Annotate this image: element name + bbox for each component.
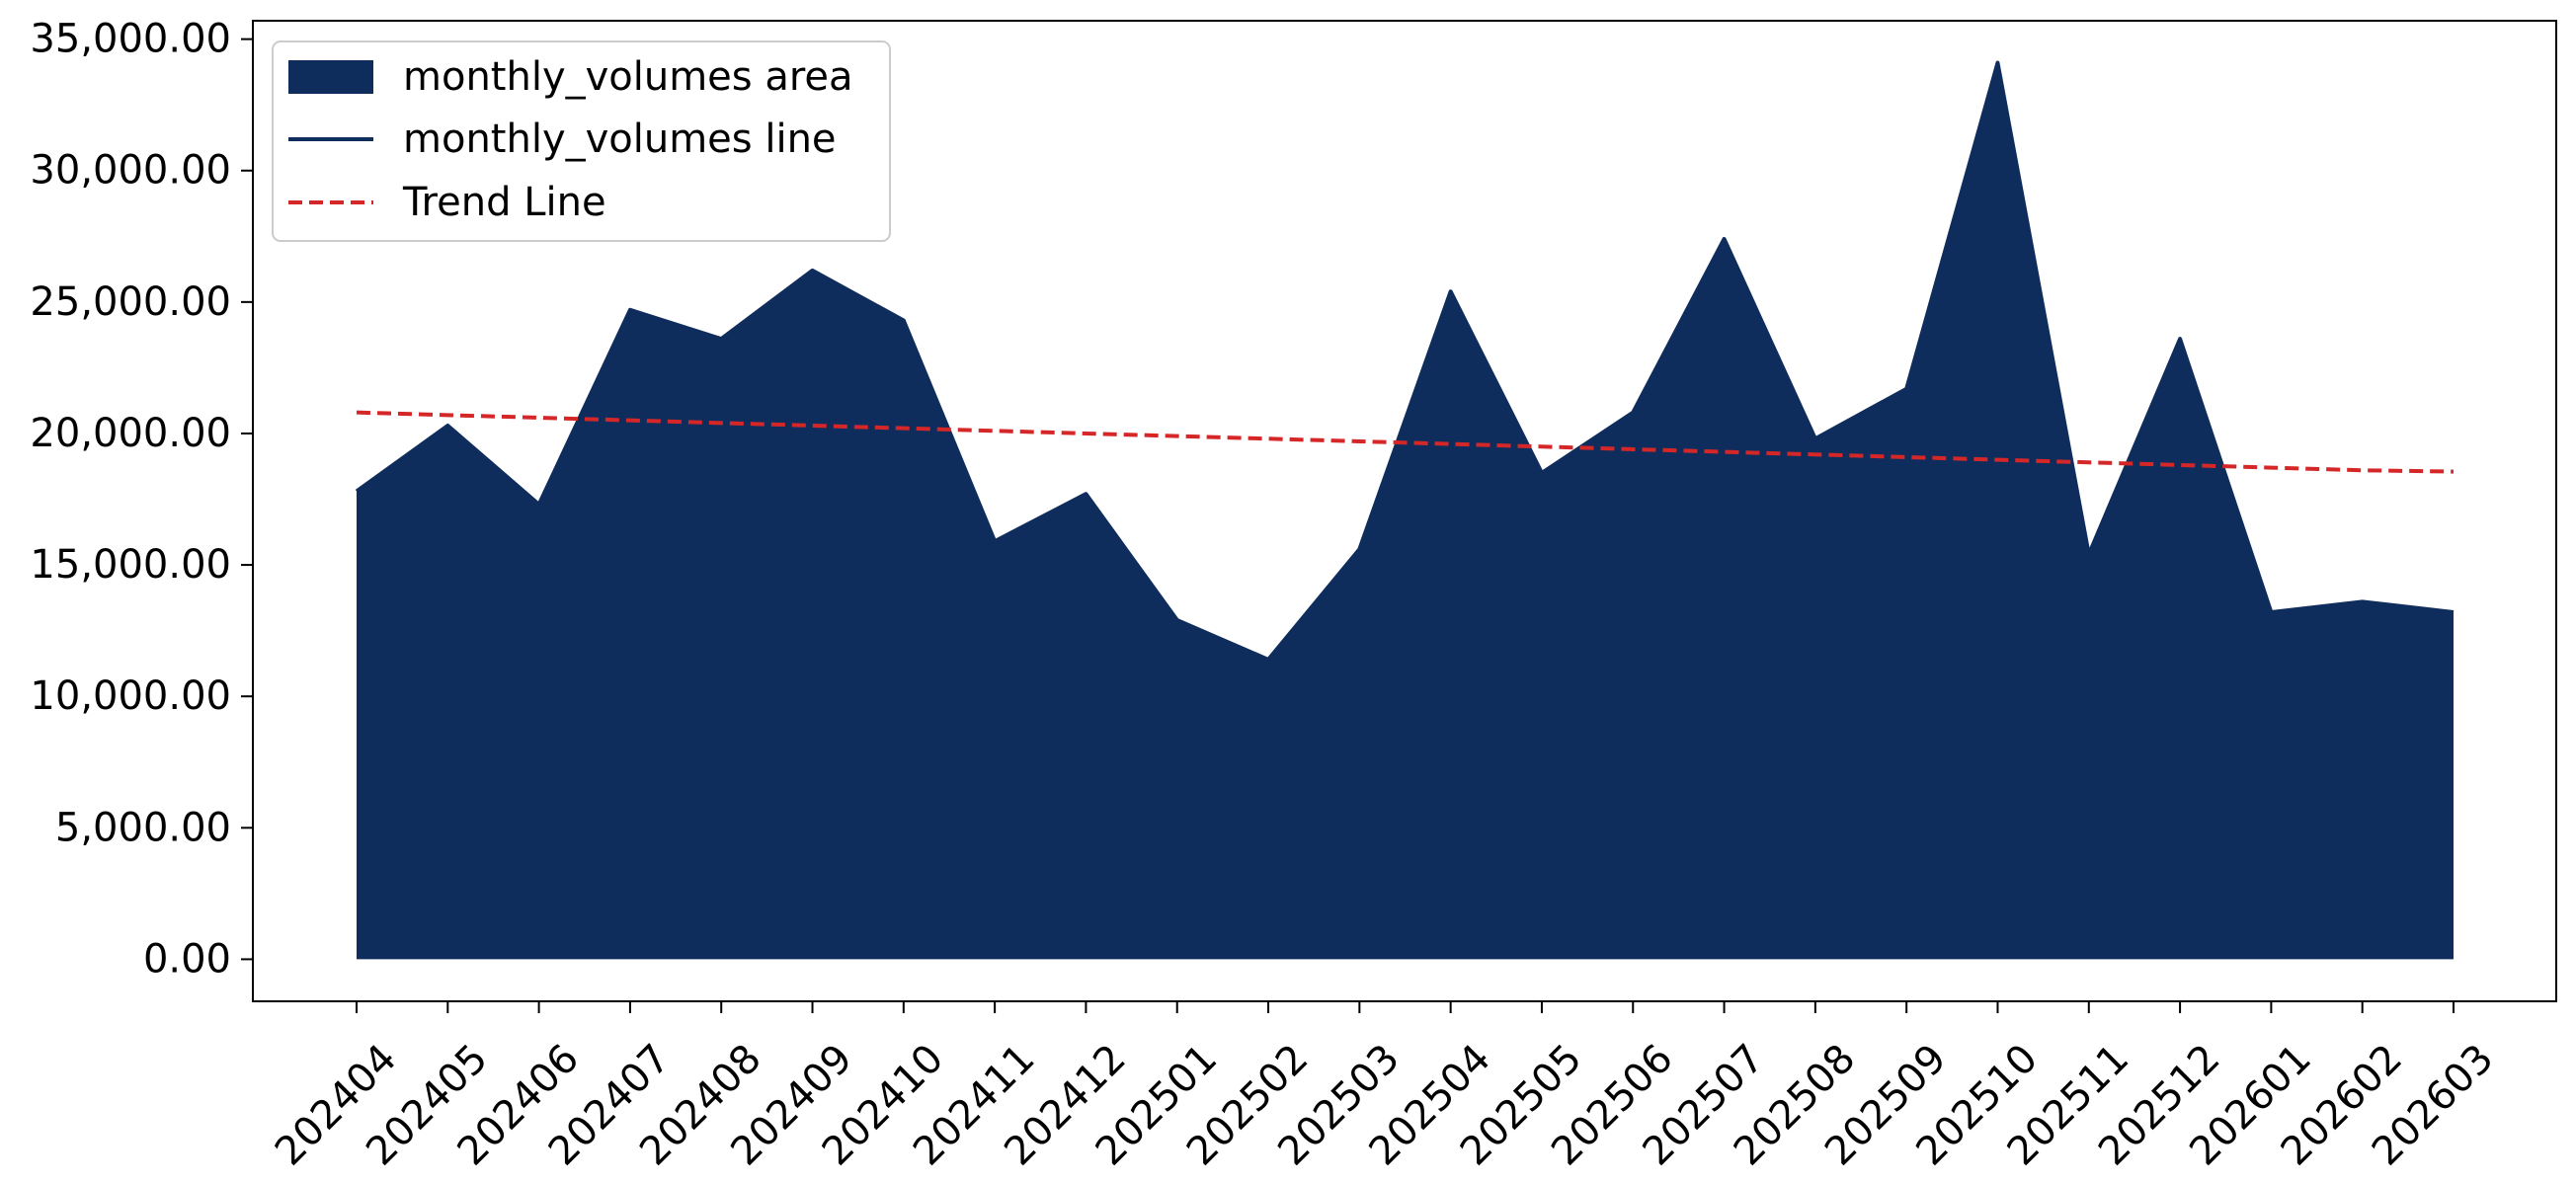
- y-tick-label: 5,000.00: [55, 805, 231, 850]
- y-tick-label: 15,000.00: [30, 542, 231, 588]
- y-tick-label: 0.00: [143, 936, 231, 982]
- area-series-monthly-volumes: [357, 62, 2454, 960]
- y-tick-label: 35,000.00: [30, 17, 231, 62]
- legend-label: monthly_volumes line: [403, 117, 837, 162]
- legend-label: Trend Line: [402, 180, 606, 225]
- line-series-monthly-volumes: [355, 60, 2455, 662]
- y-tick-label: 10,000.00: [30, 673, 231, 719]
- legend-label: monthly_volumes area: [403, 54, 853, 100]
- plot-area: [355, 60, 2455, 960]
- y-tick-label: 20,000.00: [30, 411, 231, 456]
- y-tick-label: 30,000.00: [30, 148, 231, 194]
- trend-line: [356, 410, 2455, 474]
- legend-box: [272, 40, 891, 242]
- legend-swatch-area: [288, 60, 373, 94]
- legend: monthly_volumes area monthly_volumes line…: [272, 40, 891, 242]
- plot-frame: [252, 20, 2557, 1002]
- y-tick-label: 25,000.00: [30, 279, 231, 325]
